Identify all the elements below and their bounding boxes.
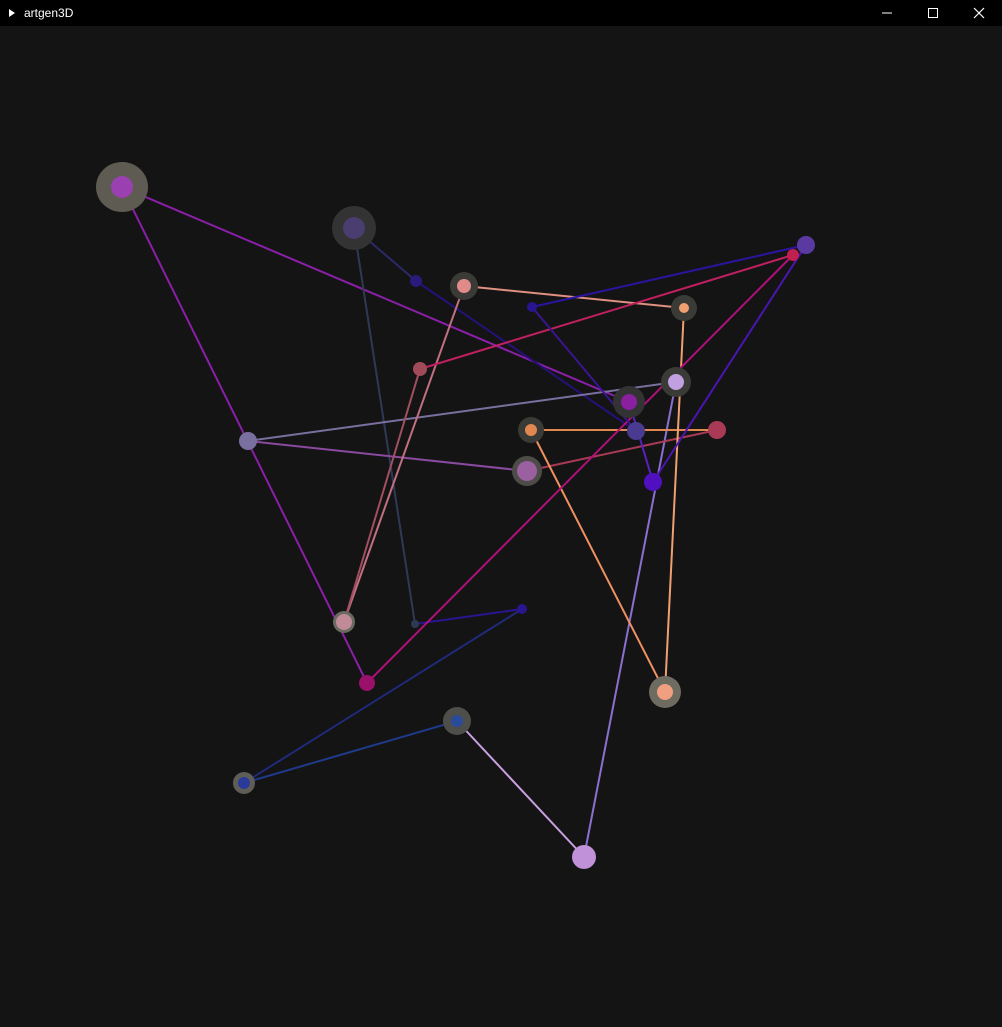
node[interactable] [413, 362, 427, 376]
node[interactable] [668, 374, 684, 390]
node[interactable] [336, 614, 352, 630]
minimize-button[interactable] [864, 0, 910, 26]
edge [652, 244, 807, 483]
node[interactable] [679, 303, 689, 313]
edge [353, 227, 416, 625]
edge [415, 280, 637, 432]
minimize-icon [882, 12, 892, 14]
node[interactable] [644, 473, 662, 491]
window-title: artgen3D [24, 6, 74, 20]
edge [343, 285, 465, 623]
node[interactable] [787, 249, 799, 261]
edge [366, 254, 794, 684]
edge [247, 381, 677, 442]
edge [583, 381, 677, 858]
edge [247, 440, 528, 472]
play-triangle-icon [9, 9, 15, 17]
node[interactable] [457, 279, 471, 293]
node[interactable] [657, 684, 673, 700]
node[interactable] [527, 302, 537, 312]
edge [121, 186, 630, 403]
window-controls [864, 0, 1002, 26]
node[interactable] [797, 236, 815, 254]
edge [530, 429, 666, 693]
edge [526, 429, 718, 472]
edge [414, 608, 523, 625]
edge [664, 307, 685, 693]
node[interactable] [517, 461, 537, 481]
maximize-icon [928, 8, 938, 18]
edge [343, 368, 421, 623]
node[interactable] [621, 394, 637, 410]
edge [419, 254, 794, 370]
edge [243, 608, 523, 784]
node[interactable] [239, 432, 257, 450]
node[interactable] [411, 620, 419, 628]
render-canvas[interactable] [0, 26, 1002, 1027]
node[interactable] [111, 176, 133, 198]
node[interactable] [525, 424, 537, 436]
node[interactable] [572, 845, 596, 869]
node[interactable] [343, 217, 365, 239]
node[interactable] [359, 675, 375, 691]
close-icon [973, 7, 985, 19]
edge [531, 244, 807, 308]
node[interactable] [238, 777, 250, 789]
nodes [96, 162, 815, 869]
edges [121, 186, 807, 858]
node-graph [96, 162, 815, 869]
node[interactable] [517, 604, 527, 614]
app-icon[interactable] [5, 6, 19, 20]
node[interactable] [627, 422, 645, 440]
node[interactable] [708, 421, 726, 439]
edge [243, 720, 458, 784]
node[interactable] [451, 715, 463, 727]
maximize-button[interactable] [910, 0, 956, 26]
close-button[interactable] [956, 0, 1002, 26]
edge [456, 720, 585, 858]
node[interactable] [410, 275, 422, 287]
title-bar[interactable]: artgen3D [0, 0, 1002, 26]
